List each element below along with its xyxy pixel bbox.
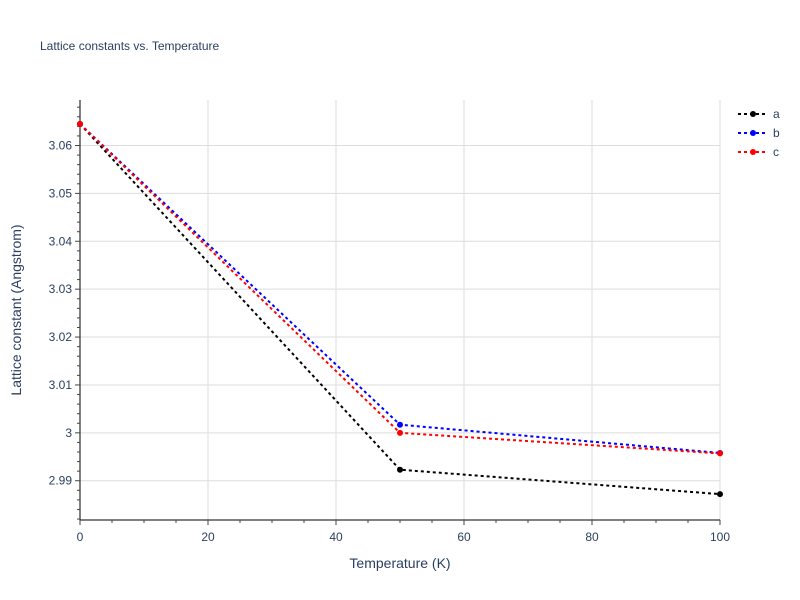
x-tick-label: 40 [329, 530, 343, 544]
legend: abc [738, 107, 780, 159]
legend-marker-a [750, 111, 756, 117]
series-line-b [79, 123, 721, 454]
legend-marker-c [750, 149, 756, 155]
x-tick-label: 20 [201, 530, 215, 544]
legend-label-a: a [773, 107, 780, 121]
y-tick-label: 3.03 [49, 282, 73, 296]
y-tick-label: 3.06 [49, 138, 73, 152]
data-point-c [77, 120, 83, 127]
data-point-a [717, 491, 723, 498]
y-tick-label: 2.99 [49, 474, 73, 488]
y-tick-label: 3.04 [49, 234, 73, 248]
legend-marker-b [750, 130, 756, 136]
series-layer [77, 120, 723, 498]
y-tick-label: 3.02 [49, 330, 73, 344]
data-point-c [717, 450, 723, 457]
y-tick-label: 3.01 [49, 378, 73, 392]
y-axis-title: Lattice constant (Angstrom) [8, 224, 24, 395]
legend-label-c: c [773, 145, 779, 159]
chart-title: Lattice constants vs. Temperature [40, 39, 220, 53]
x-tick-label: 80 [585, 530, 599, 544]
y-tick-label: 3 [65, 426, 72, 440]
x-tick-label: 0 [77, 530, 84, 544]
grid [80, 100, 721, 520]
y-tick-label: 3.05 [49, 186, 73, 200]
axes: 0 20 40 60 80 100 2.99 3 3.01 3.02 3.03 3.04 3.05 3.0… [49, 100, 730, 544]
data-point-c [397, 429, 403, 436]
data-point-b [397, 421, 403, 428]
x-tick-label: 60 [457, 530, 471, 544]
x-axis-title: Temperature (K) [349, 555, 450, 571]
x-tick-label: 100 [710, 530, 730, 544]
data-point-a [397, 466, 403, 473]
series-line-a [79, 123, 721, 496]
legend-label-b: b [773, 126, 780, 140]
